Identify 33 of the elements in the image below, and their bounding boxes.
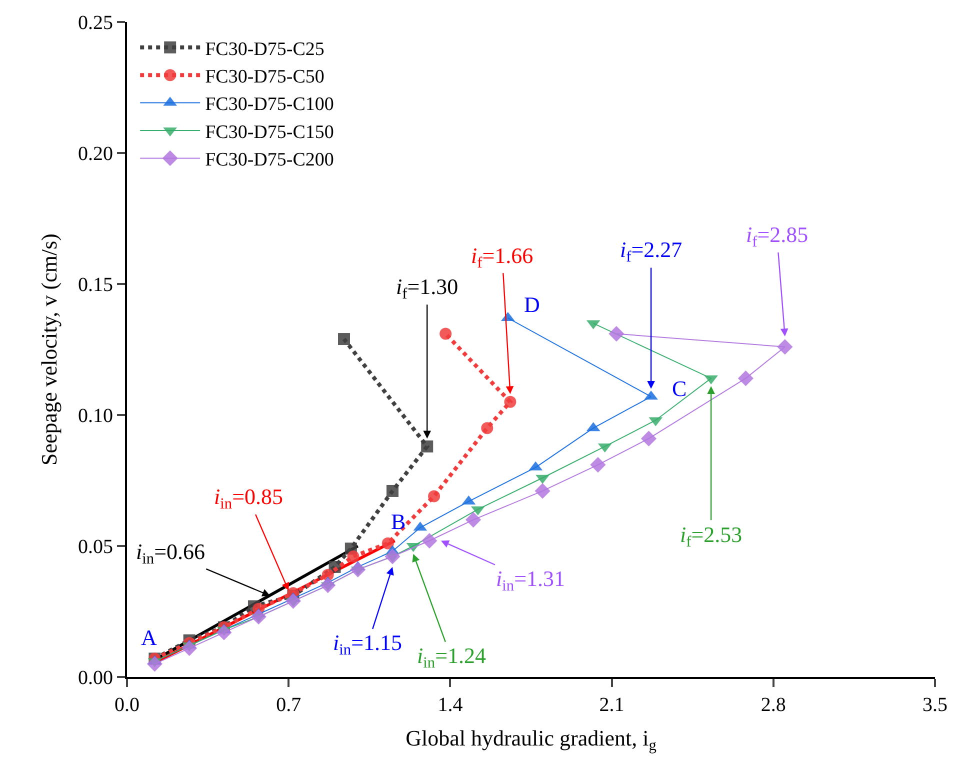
x-tick-label: 0.0 (114, 694, 140, 716)
legend-label: FC30-D75-C200 (205, 150, 334, 171)
x-tick-label: 2.1 (599, 694, 624, 716)
legend-label: FC30-D75-C100 (205, 94, 334, 116)
x-tick-label: 2.8 (760, 694, 786, 716)
y-tick-label: 0.20 (78, 143, 113, 165)
x-tick-label: 0.7 (276, 694, 302, 716)
annotation: D (524, 292, 540, 317)
y-axis-title: Seepage velocity, v (cm/s) (36, 234, 62, 466)
y-tick-label: 0.10 (78, 405, 113, 427)
annotation: i$_{f}$=2.53 (680, 522, 742, 551)
annotation: A (141, 625, 157, 650)
x-axis-title: Global hydraulic gradient, i$_{g}$ (406, 725, 657, 754)
annotation: i$_{in}$=1.15 (333, 630, 402, 659)
annotation: i$_{f}$=1.30 (396, 274, 458, 303)
y-tick-label: 0.05 (78, 536, 113, 558)
annotation: i$_{f}$=2.27 (620, 237, 682, 266)
x-tick-label: 1.4 (438, 694, 463, 716)
y-tick-label: 0.15 (78, 274, 113, 296)
annotation: i$_{in}$=0.66 (136, 539, 206, 568)
legend-label: FC30-D75-C50 (205, 66, 324, 88)
annotation: i$_{in}$=0.85 (214, 484, 284, 513)
annotation: B (391, 509, 406, 534)
y-tick-label: 0.25 (78, 12, 113, 34)
annotation: i$_{in}$=1.31 (496, 566, 566, 595)
annotation: i$_{f}$=2.85 (746, 222, 808, 251)
x-tick-label: 3.5 (922, 694, 948, 716)
y-tick-label: 0.00 (78, 667, 113, 689)
legend-label: FC30-D75-C150 (205, 122, 334, 143)
annotation: i$_{f}$=1.66 (471, 243, 534, 272)
annotation: i$_{in}$=1.24 (417, 643, 486, 672)
legend-label: FC30-D75-C25 (205, 38, 324, 60)
annotation: C (672, 376, 687, 401)
